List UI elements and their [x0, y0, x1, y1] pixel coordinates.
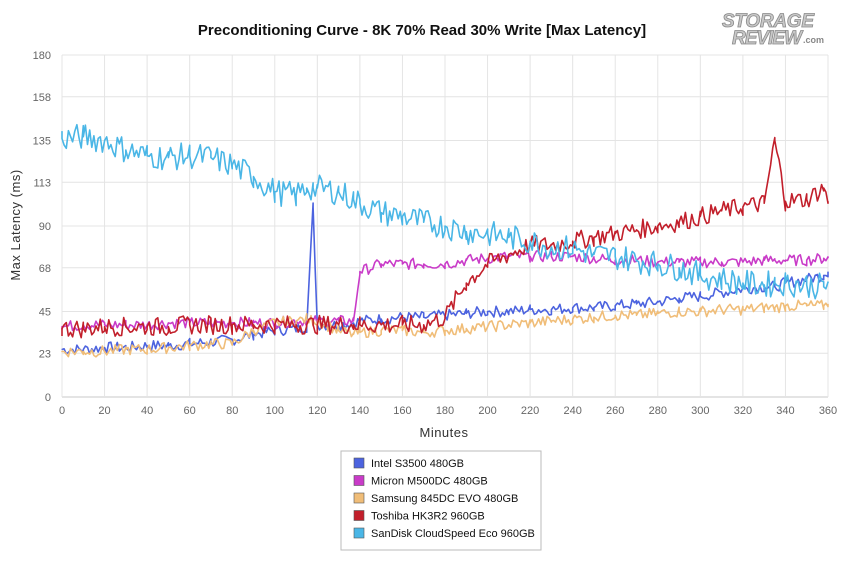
legend-label: Intel S3500 480GB: [371, 458, 464, 470]
x-tick-label: 260: [606, 405, 624, 417]
x-tick-label: 220: [521, 405, 539, 417]
x-tick-label: 40: [141, 405, 153, 417]
y-tick-label: 45: [39, 307, 51, 319]
x-ticks: 0 20 40 60 80 100 120 140 160 180 200 220 240 260 280 3…: [59, 405, 837, 417]
legend-swatch: [353, 457, 365, 469]
y-tick-label: 158: [33, 92, 51, 104]
y-tick-label: 0: [45, 392, 51, 404]
x-tick-label: 360: [819, 405, 837, 417]
series-lines: [61, 123, 829, 358]
x-tick-label: 340: [776, 405, 794, 417]
x-tick-label: 180: [436, 405, 454, 417]
legend-swatch: [353, 527, 365, 539]
x-tick-label: 280: [649, 405, 667, 417]
legend-box: [340, 450, 542, 551]
y-tick-label: 68: [39, 263, 51, 275]
x-tick-label: 300: [691, 405, 709, 417]
x-tick-label: 60: [184, 405, 196, 417]
x-tick-label: 0: [59, 405, 65, 417]
series-line-1: [61, 250, 829, 332]
legend-label: Samsung 845DC EVO 480GB: [371, 493, 518, 505]
grid: [61, 54, 829, 398]
series-line-3: [61, 136, 829, 339]
legend-items: Intel S3500 480GB Micron M500DC 480GB Sams…: [353, 457, 535, 540]
series-line-4: [61, 123, 829, 300]
x-tick-label: 320: [734, 405, 752, 417]
chart-title: Preconditioning Curve - 8K 70% Read 30% …: [198, 22, 646, 39]
y-tick-label: 90: [39, 221, 51, 233]
x-tick-label: 80: [226, 405, 238, 417]
x-tick-label: 160: [393, 405, 411, 417]
series-line-2: [61, 299, 829, 358]
x-tick-label: 140: [351, 405, 369, 417]
y-tick-label: 180: [33, 50, 51, 62]
y-ticks: 0 23 45 68 90 113 135 158 180: [33, 50, 51, 404]
x-tick-label: 20: [98, 405, 110, 417]
logo-line2: REVIEW: [732, 28, 804, 49]
x-tick-label: 240: [563, 405, 581, 417]
legend-swatch: [353, 475, 365, 486]
y-tick-label: 135: [33, 136, 51, 148]
y-axis-label: Max Latency (ms): [8, 169, 23, 280]
legend: Intel S3500 480GB Micron M500DC 480GB Sams…: [340, 450, 542, 551]
x-axis-label: Minutes: [419, 425, 468, 440]
logo: STORAGE REVIEW .com: [722, 11, 824, 50]
x-tick-label: 100: [266, 405, 284, 417]
logo-line1: STORAGE: [722, 11, 815, 32]
legend-swatch: [353, 510, 365, 521]
legend-label: Micron M500DC 480GB: [371, 476, 488, 488]
logo-suffix: .com: [803, 35, 824, 45]
y-tick-label: 23: [39, 348, 51, 360]
legend-label: Toshiba HK3R2 960GB: [371, 511, 485, 523]
legend-label: SanDisk CloudSpeed Eco 960GB: [371, 528, 535, 540]
x-tick-label: 120: [308, 405, 326, 417]
x-tick-label: 200: [478, 405, 496, 417]
y-tick-label: 113: [33, 177, 51, 189]
legend-swatch: [353, 492, 365, 504]
